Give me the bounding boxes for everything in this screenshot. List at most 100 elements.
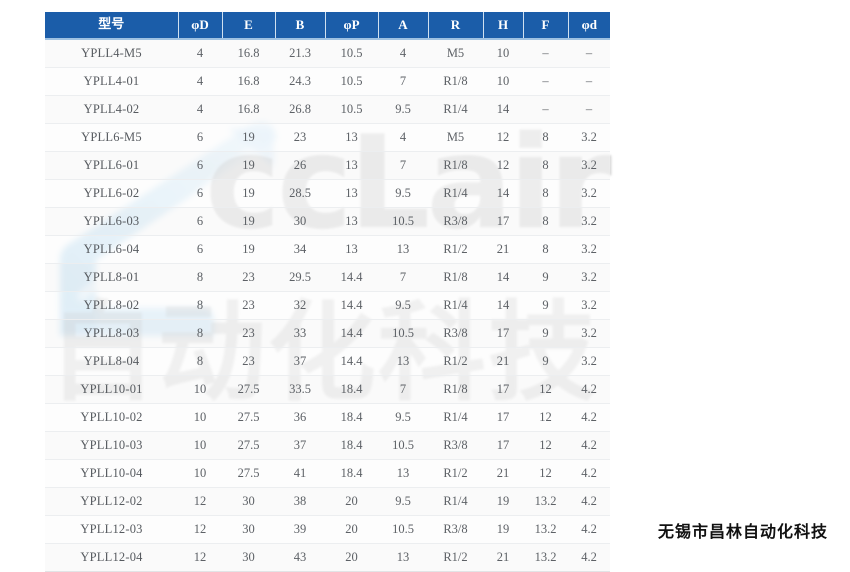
cell-E: 23	[222, 263, 275, 292]
cell-model: YPLL10-03	[45, 431, 178, 460]
cell-phiP: 10.5	[325, 39, 378, 68]
cell-phiP: 13	[325, 207, 378, 236]
cell-F: 8	[523, 179, 568, 208]
cell-F: 12	[523, 459, 568, 488]
cell-A: 13	[378, 459, 428, 488]
cell-E: 19	[222, 235, 275, 264]
cell-H: 12	[483, 123, 523, 152]
cell-B: 33	[275, 319, 325, 348]
cell-R: R3/8	[428, 431, 483, 460]
cell-phiD: 4	[178, 67, 222, 96]
cell-model: YPLL12-02	[45, 487, 178, 516]
cell-phiD: 8	[178, 319, 222, 348]
cell-phiP: 14.4	[325, 263, 378, 292]
cell-B: 38	[275, 487, 325, 516]
cell-phiP: 14.4	[325, 319, 378, 348]
cell-phiP: 20	[325, 515, 378, 544]
cell-model: YPLL6-01	[45, 151, 178, 180]
cell-A: 9.5	[378, 487, 428, 516]
table-row: YPLL12-03 12 30 39 20 10.5 R3/8 19 13.2 4.2	[45, 515, 610, 544]
cell-H: 10	[483, 39, 523, 68]
cell-H: 17	[483, 403, 523, 432]
cell-B: 41	[275, 459, 325, 488]
cell-E: 30	[222, 515, 275, 544]
cell-E: 23	[222, 291, 275, 320]
cell-phiP: 14.4	[325, 291, 378, 320]
cell-F: –	[523, 95, 568, 124]
table-row: YPLL6-04 6 19 34 13 13 R1/2 21 8 3.2	[45, 235, 610, 264]
cell-F: 8	[523, 207, 568, 236]
cell-model: YPLL6-02	[45, 179, 178, 208]
cell-F: 9	[523, 291, 568, 320]
cell-B: 29.5	[275, 263, 325, 292]
table-row: YPLL4-M5 4 16.8 21.3 10.5 4 M5 10– –	[45, 39, 610, 68]
column-header-phiP: φP	[325, 12, 379, 40]
cell-phiD: 6	[178, 179, 222, 208]
cell-F: –	[523, 67, 568, 96]
cell-phiP: 13	[325, 151, 378, 180]
cell-A: 7	[378, 67, 428, 96]
table-row: YPLL6-M5 6 19 23 13 4 M5 12 8 3.2	[45, 123, 610, 152]
table-row: YPLL12-02 12 30 38 20 9.5 R1/4 19 13.2 4.2	[45, 487, 610, 516]
cell-B: 33.5	[275, 375, 325, 404]
cell-phiD: 6	[178, 235, 222, 264]
cell-phiD: 6	[178, 123, 222, 152]
cell-phid: 4.2	[568, 459, 610, 488]
cell-E: 19	[222, 151, 275, 180]
column-header-model: 型号	[45, 12, 179, 40]
cell-F: 13.2	[523, 487, 568, 516]
cell-phid: –	[568, 95, 610, 124]
cell-phiD: 12	[178, 487, 222, 516]
cell-phid: 3.2	[568, 123, 610, 152]
table-row: YPLL8-03 8 23 33 14.4 10.5 R3/8 17 9 3.2	[45, 319, 610, 348]
cell-R: R1/8	[428, 151, 483, 180]
cell-R: R1/4	[428, 487, 483, 516]
cell-R: R1/2	[428, 459, 483, 488]
cell-B: 30	[275, 207, 325, 236]
cell-phiP: 10.5	[325, 95, 378, 124]
cell-model: YPLL6-04	[45, 235, 178, 264]
cell-B: 39	[275, 515, 325, 544]
cell-model: YPLL6-03	[45, 207, 178, 236]
cell-B: 28.5	[275, 179, 325, 208]
cell-A: 10.5	[378, 431, 428, 460]
cell-model: YPLL4-01	[45, 67, 178, 96]
cell-phiP: 13	[325, 179, 378, 208]
cell-F: 8	[523, 123, 568, 152]
cell-R: R1/2	[428, 235, 483, 264]
cell-R: R1/8	[428, 67, 483, 96]
cell-A: 7	[378, 263, 428, 292]
cell-H: 10	[483, 67, 523, 96]
cell-E: 19	[222, 179, 275, 208]
table-row: YPLL10-02 10 27.5 36 18.4 9.5 R1/4 17 12 4.2	[45, 403, 610, 432]
cell-phiD: 10	[178, 403, 222, 432]
spec-table-container: 型号 φD E B φP A R H F φd YPLL4-M5 4 16.8 21.…	[45, 12, 610, 572]
cell-R: R1/4	[428, 291, 483, 320]
cell-A: 9.5	[378, 95, 428, 124]
column-header-phid: φd	[568, 12, 610, 40]
cell-H: 17	[483, 431, 523, 460]
cell-model: YPLL10-04	[45, 459, 178, 488]
cell-B: 37	[275, 431, 325, 460]
cell-model: YPLL4-M5	[45, 39, 178, 68]
cell-B: 23	[275, 123, 325, 152]
cell-A: 13	[378, 347, 428, 376]
cell-A: 7	[378, 151, 428, 180]
cell-E: 27.5	[222, 431, 275, 460]
cell-phid: 3.2	[568, 151, 610, 180]
cell-R: R1/8	[428, 263, 483, 292]
cell-B: 37	[275, 347, 325, 376]
cell-F: 9	[523, 263, 568, 292]
column-header-R: R	[428, 12, 484, 40]
cell-phid: 3.2	[568, 207, 610, 236]
cell-R: R3/8	[428, 515, 483, 544]
cell-phiD: 6	[178, 207, 222, 236]
cell-phid: 4.2	[568, 487, 610, 516]
cell-F: 12	[523, 431, 568, 460]
cell-E: 16.8	[222, 95, 275, 124]
cell-H: 14	[483, 95, 523, 124]
cell-phiP: 18.4	[325, 403, 378, 432]
cell-A: 10.5	[378, 319, 428, 348]
cell-B: 34	[275, 235, 325, 264]
cell-phiP: 13	[325, 123, 378, 152]
